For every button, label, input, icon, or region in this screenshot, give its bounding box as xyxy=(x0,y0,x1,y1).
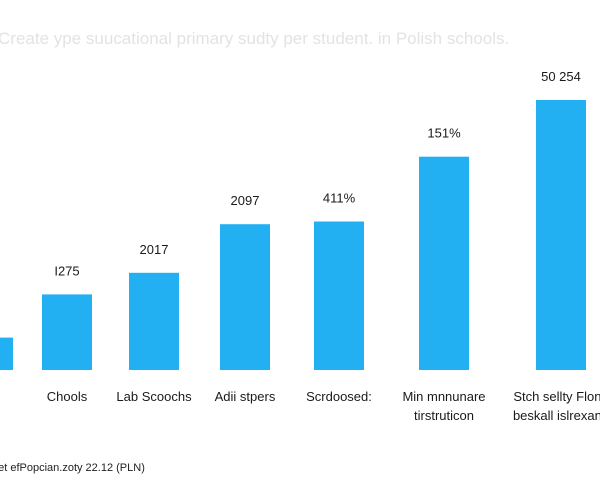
bar xyxy=(220,224,270,370)
bar xyxy=(419,156,469,370)
chart-title: Create ype suucational primary sudty per… xyxy=(0,29,509,48)
bar xyxy=(314,221,364,370)
bar-value-label: I275 xyxy=(54,263,79,278)
bar xyxy=(129,272,179,370)
bar xyxy=(0,337,13,370)
source-note: get efPopcian.zoty 22.12 (PLN) xyxy=(0,462,145,474)
bar-value-label: 151% xyxy=(427,126,461,141)
category-label: Scrdoosed: xyxy=(306,389,372,404)
bar xyxy=(536,100,586,370)
category-label: tirstruticon xyxy=(414,408,474,423)
bar-value-label: 2097 xyxy=(231,193,260,208)
bar xyxy=(42,294,92,370)
bar-value-label: 2017 xyxy=(140,242,169,257)
category-label: Lab Scoochs xyxy=(116,389,192,404)
bar-value-label: 50 254 xyxy=(541,69,581,84)
category-label: Min mnnunare xyxy=(402,389,485,404)
category-label: beskall islrexane xyxy=(513,408,600,423)
category-label: Stch sellty Flona xyxy=(513,389,600,404)
category-label: Chools xyxy=(47,389,88,404)
bars-layer xyxy=(0,100,586,370)
category-label: Adii stpers xyxy=(215,389,276,404)
bar-value-label: 411% xyxy=(323,191,356,206)
